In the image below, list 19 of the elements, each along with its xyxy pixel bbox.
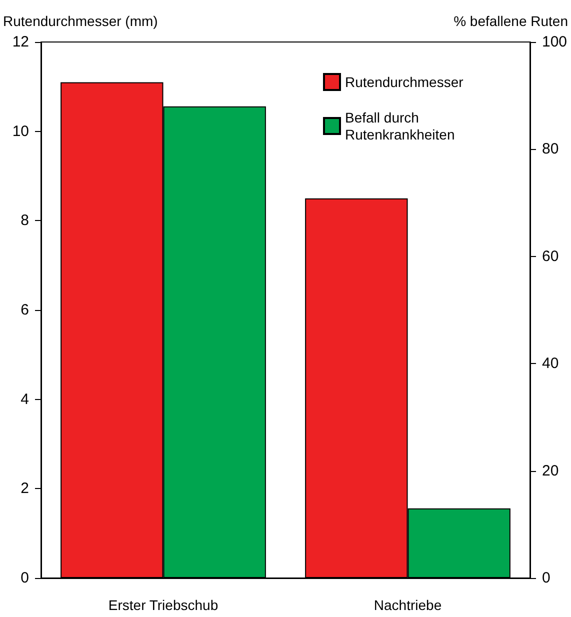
y-tick-label: 2 — [20, 480, 29, 498]
y-tick-label: 0 — [20, 570, 29, 586]
y2-tick-label: 0 — [542, 570, 550, 586]
x-tick-label: Nachtriebe — [374, 597, 442, 613]
y2-tick-label: 60 — [542, 248, 559, 265]
y2-tick-label: 40 — [542, 355, 559, 372]
y-tick-label: 8 — [20, 212, 29, 230]
y-tick-label: 12 — [12, 34, 29, 50]
y2-tick-label: 80 — [542, 140, 559, 158]
y-tick-label: 10 — [12, 122, 29, 140]
y2-axis-title: % befallene Ruten — [454, 13, 568, 29]
y-tick-label: 6 — [20, 302, 29, 318]
x-tick-label: Erster Triebschub — [108, 597, 218, 613]
y-tick-label: 4 — [20, 390, 29, 408]
y-axis-title: Rutendurchmesser (mm) — [3, 13, 158, 29]
legend-label: Rutendurchmesser — [345, 74, 464, 90]
y2-tick-label: 100 — [542, 34, 568, 50]
y2-tick-label: 20 — [542, 462, 559, 480]
legend-label: Befall durch Rutenkrankheiten — [345, 110, 455, 142]
